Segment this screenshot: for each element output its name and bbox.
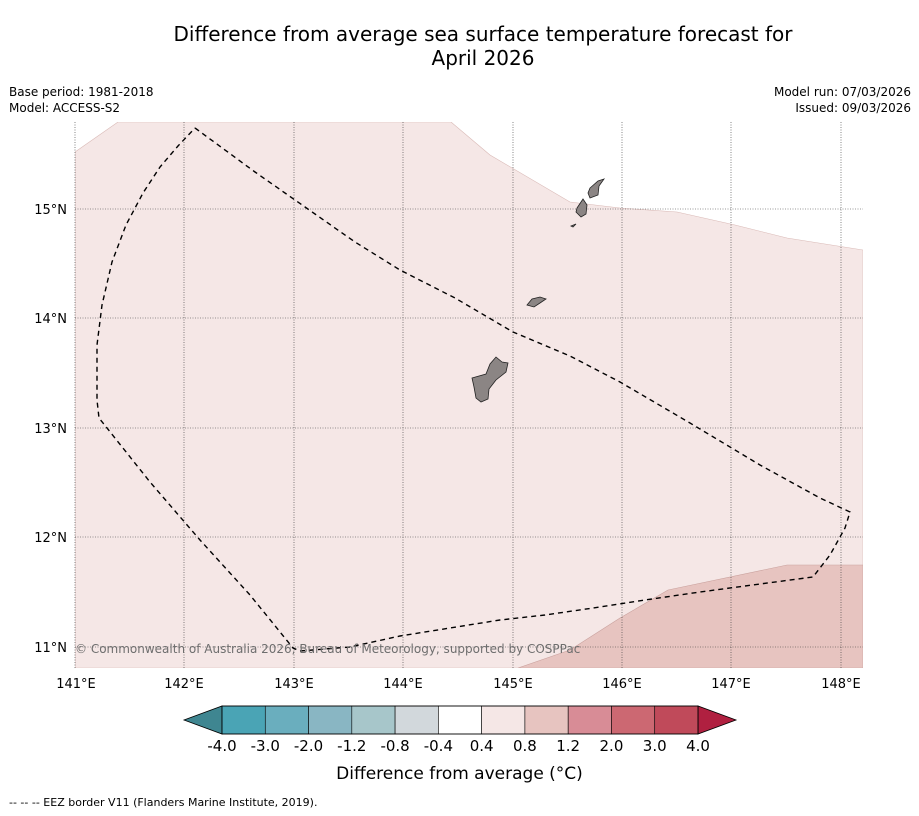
lat-label-13n: 13°N <box>34 422 67 437</box>
colorbar-tick-label: -1.2 <box>337 737 366 755</box>
colorbar-tick-label: 2.0 <box>600 737 624 755</box>
colorbar-tick-label: -3.0 <box>251 737 280 755</box>
base-period: Base period: 1981-2018 <box>9 85 154 99</box>
island-aguijan <box>570 223 577 228</box>
colorbar-bin <box>394 705 439 735</box>
colorbar-tick-label: -0.8 <box>380 737 409 755</box>
gridlines <box>74 122 863 668</box>
colorbar-label: Difference from average (°C) <box>336 764 583 784</box>
lon-label-145e: 145°E <box>493 677 533 692</box>
colorbar-tick-label: -2.0 <box>294 737 323 755</box>
colorbar-over-arrow <box>697 705 738 735</box>
colorbar-tick-label: 0.4 <box>470 737 494 755</box>
lon-label-144e: 144°E <box>383 677 423 692</box>
island-tinian <box>575 198 588 218</box>
lat-label-15n: 15°N <box>34 203 67 218</box>
colorbar-bin <box>567 705 612 735</box>
colorbar-bin <box>611 705 656 735</box>
colorbar-under-arrow <box>182 705 223 735</box>
colorbar-tick-label: -4.0 <box>207 737 236 755</box>
anomaly-region-0-4-to-0-8 <box>75 122 863 668</box>
island-guam <box>471 356 509 403</box>
lon-label-143e: 143°E <box>274 677 314 692</box>
chart-title: Difference from average sea surface temp… <box>0 22 919 70</box>
anomaly-field <box>75 122 863 668</box>
colorbar-bin <box>654 705 699 735</box>
lat-label-14n: 14°N <box>34 312 67 327</box>
lon-label-142e: 142°E <box>164 677 204 692</box>
model-run: Model run: 07/03/2026 <box>773 85 911 99</box>
title-line-1: Difference from average sea surface temp… <box>173 22 793 46</box>
eez-footnote: -- -- -- EEZ border V11 (Flanders Marine… <box>9 796 318 809</box>
colorbar-tick-label: 4.0 <box>686 737 710 755</box>
colorbar-bin <box>351 705 396 735</box>
title-line-2: April 2026 <box>431 46 535 70</box>
lon-label-146e: 146°E <box>602 677 642 692</box>
colorbar-tick-label: 3.0 <box>643 737 667 755</box>
lat-label-11n: 11°N <box>34 641 67 656</box>
islands <box>471 178 606 403</box>
lon-label-141e: 141°E <box>56 677 96 692</box>
meta-left: Base period: 1981-2018 Model: ACCESS-S2 <box>9 84 154 116</box>
colorbar-tick-label: 1.2 <box>556 737 580 755</box>
eez-border <box>96 127 851 652</box>
colorbar-bin <box>221 705 266 735</box>
lon-label-147e: 147°E <box>711 677 751 692</box>
issued-date: Issued: 09/03/2026 <box>795 101 911 115</box>
lon-labels: 141°E 142°E 143°E 144°E 145°E 146°E 147°… <box>56 677 861 692</box>
copyright-notice: © Commonwealth of Australia 2026, Bureau… <box>75 642 580 656</box>
colorbar-bin <box>264 705 309 735</box>
colorbar-bin <box>524 705 569 735</box>
lat-labels: 15°N 14°N 13°N 12°N 11°N <box>34 203 67 656</box>
island-saipan <box>587 178 606 199</box>
lon-label-148e: 148°E <box>821 677 861 692</box>
lat-label-12n: 12°N <box>34 531 67 546</box>
colorbar-tick-label: -0.4 <box>424 737 453 755</box>
colorbar-bin <box>481 705 526 735</box>
colorbar-bin <box>438 705 482 735</box>
anomaly-region-0-8-to-1-2 <box>517 564 863 668</box>
island-rota <box>526 296 547 308</box>
colorbar-frame <box>221 705 699 735</box>
colorbar-bin <box>308 705 353 735</box>
model-name: Model: ACCESS-S2 <box>9 101 121 115</box>
meta-right: Model run: 07/03/2026 Issued: 09/03/2026 <box>774 84 911 116</box>
colorbar-tick-label: 0.8 <box>513 737 537 755</box>
colorbar: -4.0 -3.0 -2.0 -1.2 -0.8 -0.4 0.4 0.8 1.2 2.0 3.0 4… <box>182 705 738 755</box>
